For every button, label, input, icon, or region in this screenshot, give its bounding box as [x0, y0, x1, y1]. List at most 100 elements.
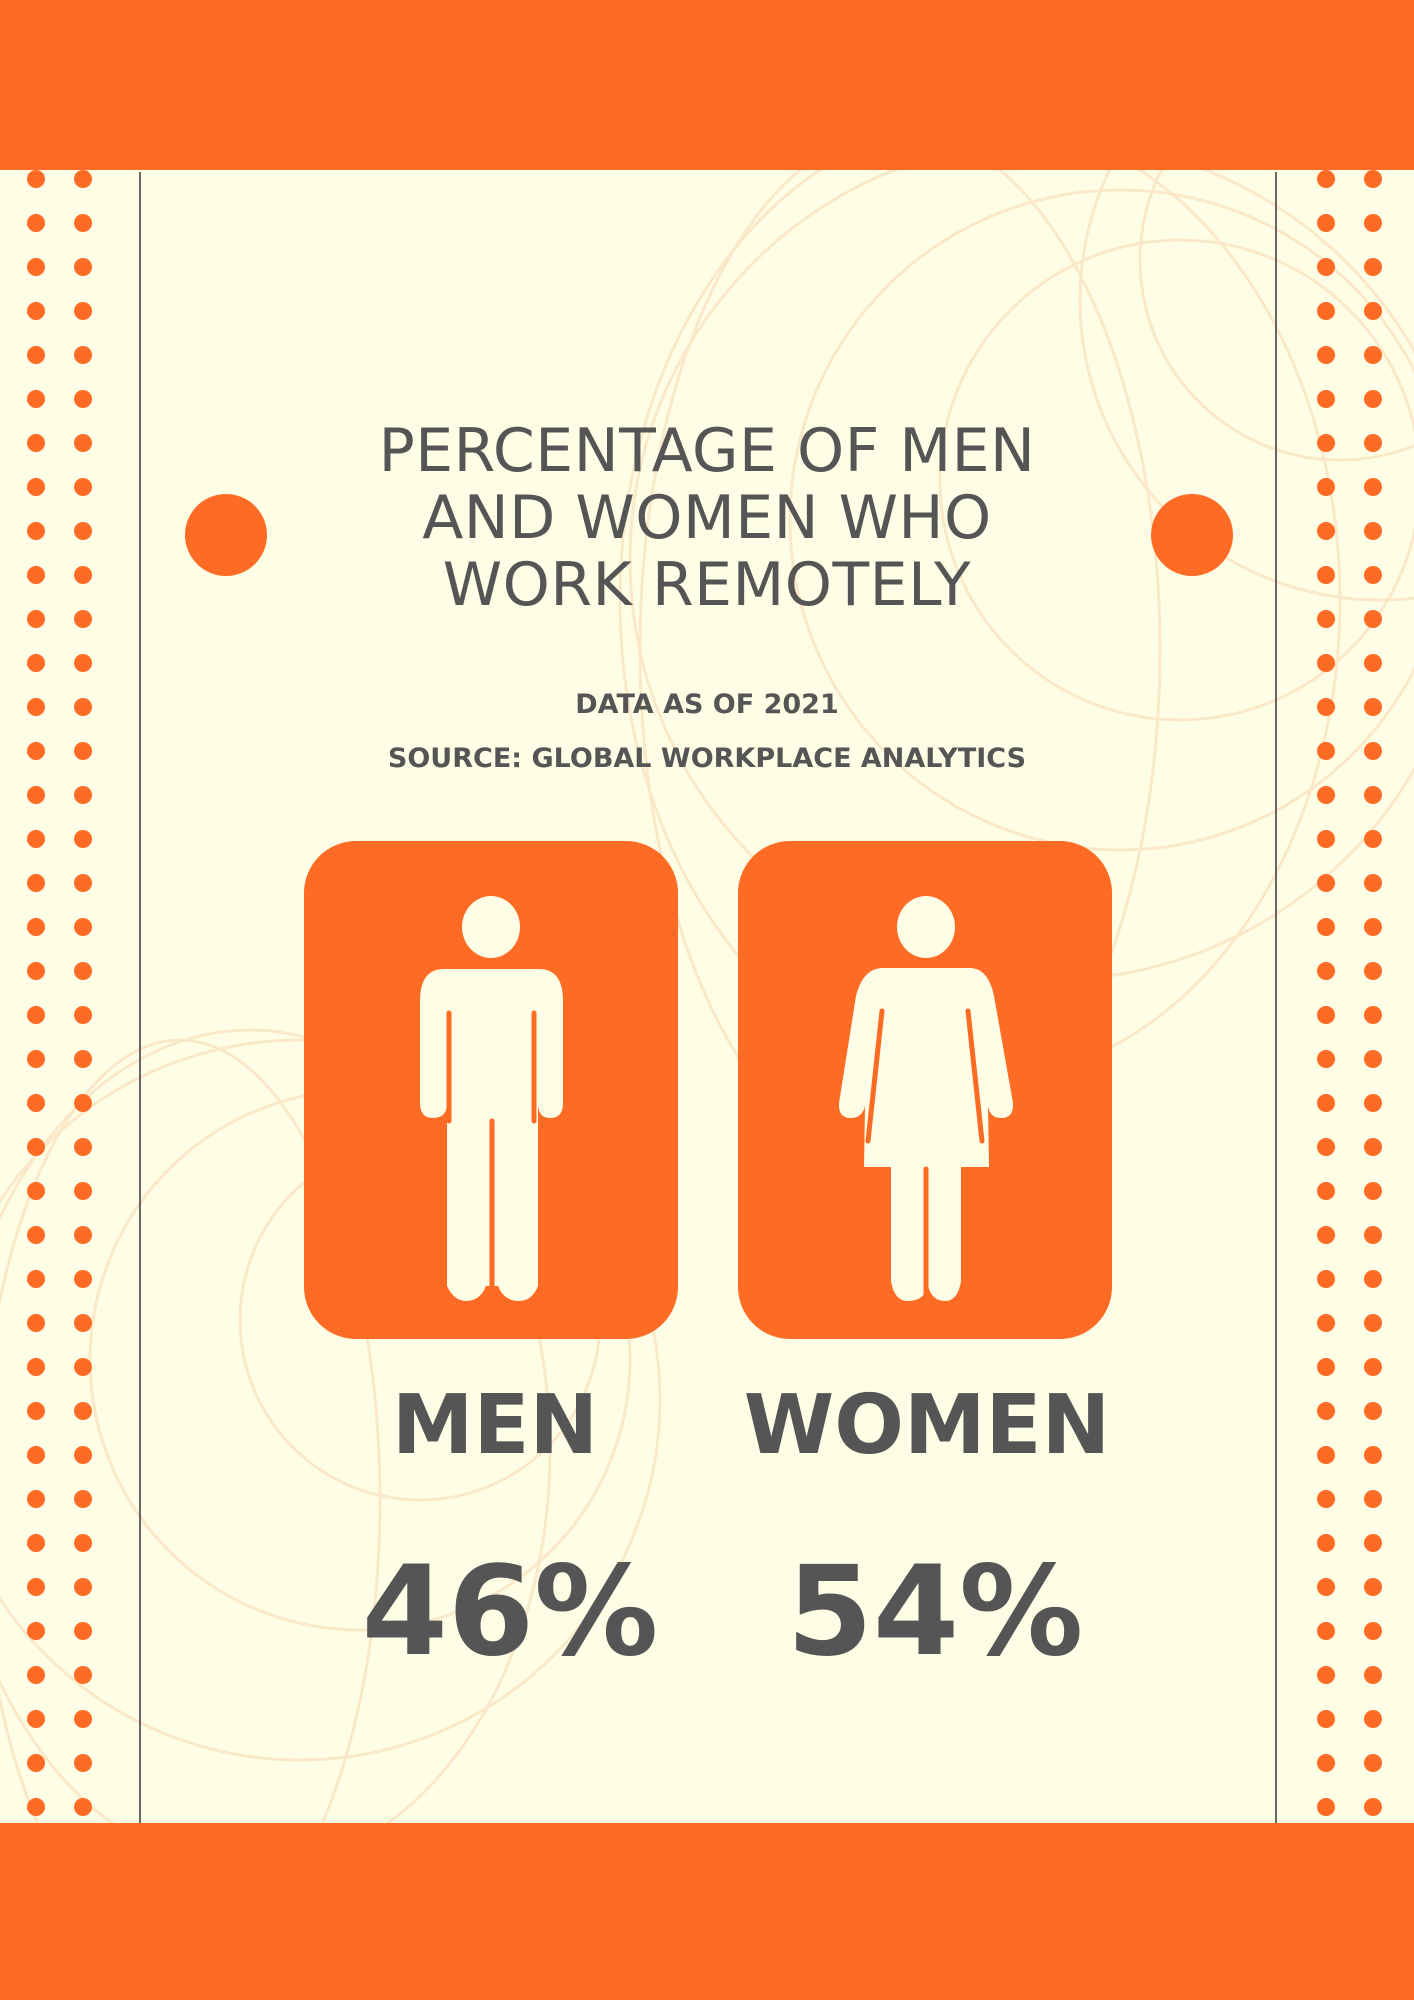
pattern-dot [1364, 698, 1382, 716]
pattern-dot [74, 918, 92, 936]
pattern-dot [1364, 610, 1382, 628]
pattern-dot [1317, 654, 1335, 672]
data-date: DATA AS OF 2021 [575, 689, 839, 720]
pattern-dot [74, 1138, 92, 1156]
pattern-dot [1364, 1578, 1382, 1596]
pattern-dot [74, 1182, 92, 1200]
pattern-dot [1317, 1358, 1335, 1376]
pattern-dot [27, 1710, 45, 1728]
pattern-dot [1364, 434, 1382, 452]
pattern-dot [27, 1314, 45, 1332]
pattern-dot [1317, 1138, 1335, 1156]
pattern-dot [1364, 1314, 1382, 1332]
pattern-dot [74, 1622, 92, 1640]
pattern-dot [1317, 1710, 1335, 1728]
pattern-dot [1317, 830, 1335, 848]
pattern-dot [1364, 1622, 1382, 1640]
pattern-dot [74, 478, 92, 496]
pattern-dot [1364, 1138, 1382, 1156]
top-banner [0, 0, 1414, 170]
pattern-dot [1317, 1006, 1335, 1024]
pattern-dot [74, 610, 92, 628]
pattern-dot [1364, 1006, 1382, 1024]
pattern-dot [1317, 434, 1335, 452]
pattern-dot [1364, 170, 1382, 188]
pattern-dot [74, 1402, 92, 1420]
men-card [304, 841, 678, 1339]
pattern-dot [1364, 1050, 1382, 1068]
pattern-dot [1317, 302, 1335, 320]
pattern-dot [27, 1666, 45, 1684]
pattern-dot [1364, 1798, 1382, 1816]
pattern-dot [1364, 1490, 1382, 1508]
pattern-dot [74, 1006, 92, 1024]
pattern-dot [1364, 390, 1382, 408]
pattern-dot [27, 1446, 45, 1464]
pattern-dot [1317, 478, 1335, 496]
pattern-dot [27, 566, 45, 584]
pattern-dot [27, 214, 45, 232]
pattern-dot [27, 1358, 45, 1376]
left-dot-pattern [27, 170, 97, 1823]
pattern-dot [1317, 1314, 1335, 1332]
pattern-dot [27, 874, 45, 892]
pattern-dot [27, 918, 45, 936]
right-divider [1275, 172, 1277, 1823]
pattern-dot [74, 258, 92, 276]
pattern-dot [1317, 1666, 1335, 1684]
female-figure-icon [838, 896, 1014, 1314]
pattern-dot [27, 1050, 45, 1068]
pattern-dot [74, 830, 92, 848]
pattern-dot [27, 1798, 45, 1816]
pattern-dot [27, 742, 45, 760]
pattern-dot [27, 1754, 45, 1772]
pattern-dot [1317, 610, 1335, 628]
pattern-dot [27, 478, 45, 496]
pattern-dot [1317, 698, 1335, 716]
pattern-dot [27, 522, 45, 540]
pattern-dot [27, 830, 45, 848]
pattern-dot [1317, 962, 1335, 980]
pattern-dot [1317, 390, 1335, 408]
pattern-dot [74, 786, 92, 804]
pattern-dot [74, 522, 92, 540]
title-line: AND WOMEN WHO [422, 483, 992, 553]
women-percentage: 54% [786, 1540, 1084, 1684]
pattern-dot [27, 1226, 45, 1244]
pattern-dot [1364, 346, 1382, 364]
pattern-dot [74, 742, 92, 760]
decorative-circle-left [185, 494, 267, 576]
pattern-dot [27, 1006, 45, 1024]
pattern-dot [27, 1490, 45, 1508]
pattern-dot [74, 214, 92, 232]
pattern-dot [1364, 214, 1382, 232]
title-line: WORK REMOTELY [442, 550, 972, 620]
pattern-dot [27, 434, 45, 452]
pattern-dot [74, 1666, 92, 1684]
pattern-dot [1364, 1754, 1382, 1772]
pattern-dot [1364, 742, 1382, 760]
subtitle: DATA AS OF 2021 SOURCE: GLOBAL WORKPLACE… [0, 678, 1414, 786]
pattern-dot [74, 1050, 92, 1068]
women-label: WOMEN [743, 1378, 1111, 1473]
pattern-dot [27, 302, 45, 320]
men-label: MEN [391, 1378, 599, 1473]
pattern-dot [1364, 566, 1382, 584]
pattern-dot [74, 302, 92, 320]
right-dot-pattern [1317, 170, 1387, 1823]
pattern-dot [27, 786, 45, 804]
pattern-dot [27, 258, 45, 276]
pattern-dot [1364, 786, 1382, 804]
pattern-dot [74, 1710, 92, 1728]
pattern-dot [27, 170, 45, 188]
pattern-dot [1317, 170, 1335, 188]
pattern-dot [27, 346, 45, 364]
pattern-dot [1364, 1182, 1382, 1200]
pattern-dot [27, 1270, 45, 1288]
pattern-dot [1317, 1754, 1335, 1772]
pattern-dot [1364, 478, 1382, 496]
pattern-dot [74, 170, 92, 188]
pattern-dot [1364, 654, 1382, 672]
pattern-dot [1364, 1226, 1382, 1244]
bottom-banner [0, 1823, 1414, 2000]
